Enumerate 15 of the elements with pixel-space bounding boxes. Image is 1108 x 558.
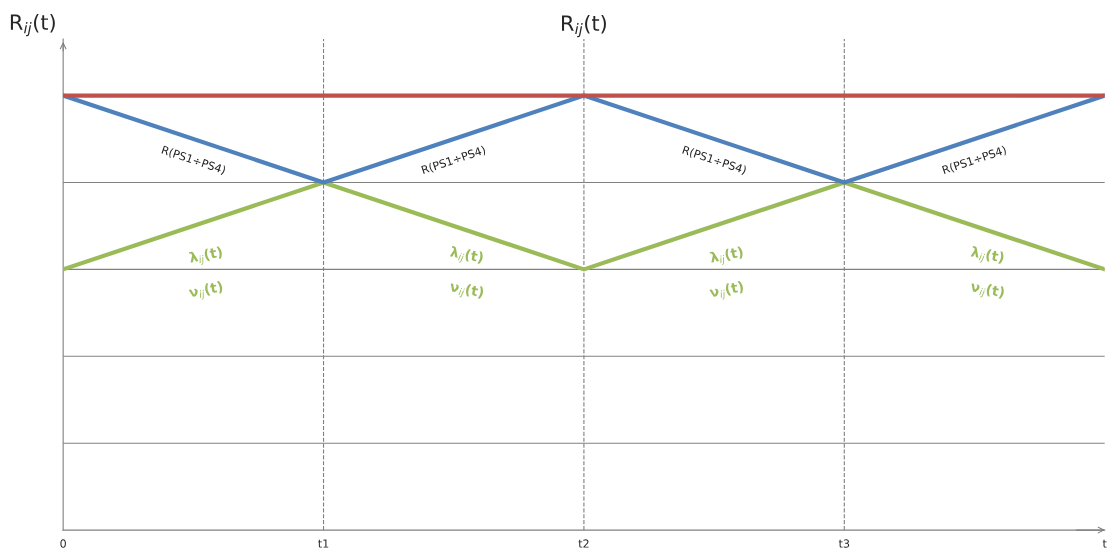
chart-title: R$_{ij}$(t) — [562, 14, 606, 38]
annotation: λ$_{ij}$(t) — [709, 246, 745, 267]
annotation: ν$_{ij}$(t) — [708, 280, 745, 302]
x-tick-label: t2 — [578, 539, 589, 548]
annotation: ν$_{ij}$(t) — [188, 280, 224, 302]
annotation: ν$_{ij}$(t) — [448, 280, 485, 302]
x-tick-label: t3 — [838, 539, 850, 548]
x-tick-label: t — [1102, 539, 1107, 548]
annotation: ν$_{ij}$(t) — [969, 280, 1005, 302]
x-tick-label: 0 — [60, 539, 66, 548]
annotation: λ$_{ij}$(t) — [188, 246, 224, 267]
y-axis-title: R$_{ij}$(t) — [10, 13, 55, 37]
annotation: λ$_{ij}$(t) — [969, 245, 1005, 267]
x-tick-label: t1 — [318, 539, 329, 548]
annotation: λ$_{ij}$(t) — [448, 245, 484, 267]
